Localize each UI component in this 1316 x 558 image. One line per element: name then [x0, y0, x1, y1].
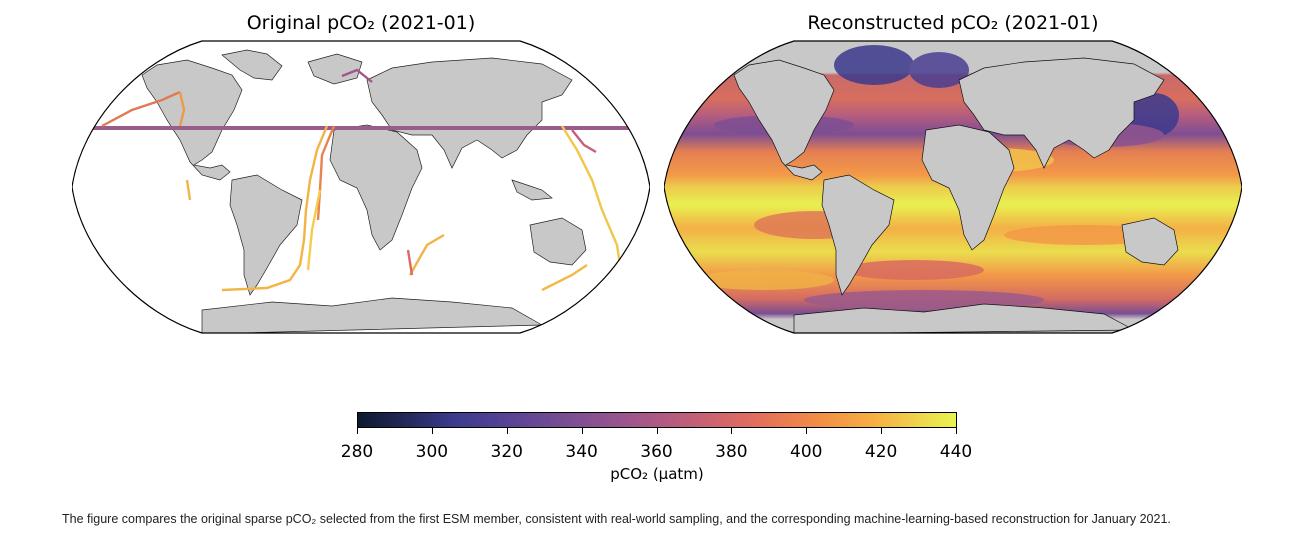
- colorbar-tick: [357, 428, 358, 434]
- reconstructed-pco2-map: [664, 40, 1242, 334]
- colorbar-tick-label: 320: [490, 442, 523, 462]
- colorbar-tick: [731, 428, 733, 434]
- reconstructed-map-title: Reconstructed pCO₂ (2021-01): [807, 12, 1099, 34]
- colorbar-tick-label: 400: [790, 442, 823, 462]
- colorbar-tick: [506, 428, 508, 434]
- colorbar-label: pCO₂ (µatm): [610, 465, 704, 483]
- colorbar-tick-label: 280: [340, 442, 374, 462]
- globe-outline: [72, 40, 650, 334]
- land-masses: [141, 49, 587, 333]
- colorbar-tick: [806, 428, 808, 434]
- globe-outline: [664, 40, 1242, 334]
- track-band-equatorial: [82, 126, 642, 130]
- pco2-colorbar: [357, 412, 957, 428]
- figure-caption: The figure compares the original sparse …: [62, 512, 1171, 526]
- colorbar-tick-label: 340: [565, 442, 598, 462]
- colorbar-tick: [881, 428, 883, 434]
- colorbar-tick-label: 360: [640, 442, 673, 462]
- colorbar-tick-label: 300: [415, 442, 449, 462]
- original-pco2-map: [72, 40, 650, 334]
- colorbar-tick: [431, 428, 433, 434]
- colorbar-tick: [656, 428, 658, 434]
- land-masses-reconstructed: [733, 57, 1179, 333]
- colorbar-tick-label: 420: [864, 442, 898, 462]
- colorbar-tick: [956, 428, 957, 434]
- sampling-tracks: [82, 68, 642, 292]
- colorbar-tick: [581, 428, 583, 434]
- colorbar-tick-label: 440: [939, 442, 973, 462]
- colorbar-tick-label: 380: [715, 442, 748, 462]
- original-map-title: Original pCO₂ (2021-01): [246, 12, 476, 34]
